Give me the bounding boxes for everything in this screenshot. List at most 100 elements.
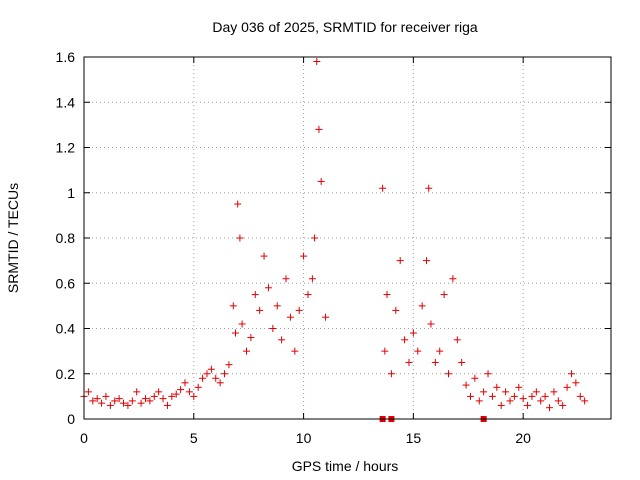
data-point [93, 395, 101, 403]
chart-title: Day 036 of 2025, SRMTID for receiver rig… [212, 19, 478, 35]
data-point [260, 252, 268, 260]
data-point [392, 306, 400, 314]
data-point [576, 392, 584, 400]
data-point [427, 320, 435, 328]
data-point [405, 358, 413, 366]
data-point [497, 401, 505, 409]
data-point [291, 347, 299, 355]
data-point [546, 404, 554, 412]
data-point [286, 313, 294, 321]
data-point [98, 399, 106, 407]
y-tick-label: 0.4 [56, 321, 76, 337]
data-point [251, 291, 259, 299]
data-point [506, 397, 514, 405]
data-point [311, 234, 319, 242]
data-point [172, 390, 180, 398]
data-points [80, 58, 589, 422]
data-point [236, 234, 244, 242]
data-point [436, 347, 444, 355]
data-point [581, 397, 589, 405]
data-point [273, 302, 281, 310]
data-point [269, 325, 277, 332]
data-point [120, 399, 128, 407]
data-point [572, 379, 580, 387]
data-point [567, 370, 575, 378]
y-axis-label: SRMTID / TECUs [5, 183, 21, 293]
data-point [212, 374, 220, 382]
data-point [177, 386, 185, 394]
data-point [458, 358, 466, 366]
data-point [322, 313, 330, 321]
data-point [155, 388, 163, 396]
data-point [528, 392, 536, 400]
data-point [234, 200, 242, 208]
x-axis-label: GPS time / hours [292, 458, 399, 474]
y-tick-label: 1.4 [56, 94, 76, 110]
data-point [502, 388, 510, 396]
data-point [488, 392, 496, 400]
data-point [300, 252, 308, 260]
data-point [128, 397, 136, 405]
data-point [278, 336, 286, 344]
x-tick-label: 10 [296, 430, 312, 446]
data-point [308, 275, 316, 283]
data-point [115, 395, 123, 403]
data-point [532, 388, 540, 396]
data-point [440, 291, 448, 299]
data-point [232, 329, 240, 337]
data-point [524, 401, 532, 409]
y-tick-label: 1.6 [56, 49, 76, 65]
data-point [493, 383, 501, 391]
data-point [414, 347, 422, 355]
y-tick-label: 1.2 [56, 140, 76, 156]
data-point [304, 291, 312, 299]
data-point [484, 370, 492, 378]
data-point [559, 401, 567, 409]
y-tick-label: 0.8 [56, 230, 76, 246]
data-point [146, 397, 154, 405]
data-point [379, 184, 387, 192]
axis-ticks: 0 5 10 15 20 0 0.2 0.4 0.6 0.8 1 1.2 1.4 1.6 [56, 49, 611, 446]
data-point [425, 184, 433, 192]
data-point [194, 383, 202, 391]
data-point [409, 329, 417, 337]
data-point [550, 388, 558, 396]
data-point [383, 291, 391, 299]
data-point [445, 370, 453, 378]
data-point [225, 361, 233, 369]
data-point [563, 383, 571, 391]
data-point [431, 358, 439, 366]
y-tick-label: 1 [67, 185, 75, 201]
data-point [207, 365, 215, 373]
data-point [203, 370, 211, 378]
data-point [106, 401, 114, 409]
data-point [89, 397, 97, 405]
data-point [185, 388, 193, 396]
data-point [221, 370, 229, 378]
data-point [515, 383, 523, 391]
data-point [418, 302, 426, 310]
data-point [102, 392, 110, 400]
data-point [264, 284, 272, 292]
data-point [480, 388, 488, 396]
data-point [449, 275, 457, 283]
data-point [124, 401, 132, 409]
data-point [317, 177, 325, 185]
data-point [181, 379, 189, 387]
data-point [242, 347, 250, 355]
x-tick-label: 20 [515, 430, 531, 446]
x-tick-label: 15 [406, 430, 422, 446]
data-point [150, 392, 158, 400]
data-point [315, 125, 323, 133]
data-point [387, 370, 395, 378]
data-point [216, 379, 224, 387]
data-point [423, 257, 431, 265]
data-point [199, 374, 207, 382]
data-point [163, 401, 171, 409]
plot-frame [83, 56, 612, 420]
data-point [137, 399, 145, 407]
y-tick-label: 0 [67, 411, 75, 427]
data-point [401, 336, 409, 344]
data-point [295, 306, 303, 314]
